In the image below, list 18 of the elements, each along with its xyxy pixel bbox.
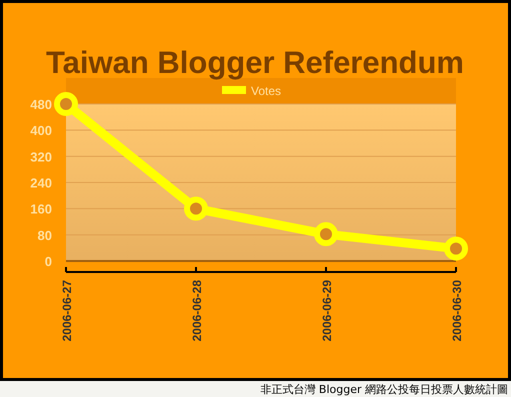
y-tick-label: 240 — [30, 176, 52, 190]
x-tick-label: 2006-06-27 — [60, 280, 74, 342]
x-tick-label: 2006-06-30 — [450, 280, 464, 342]
y-tick-label: 480 — [30, 97, 52, 112]
legend-label: Votes — [251, 84, 282, 98]
y-tick-label: 0 — [44, 254, 52, 269]
point — [444, 236, 468, 261]
text: 非正式台灣 Blogger 網路公投每日投票人數統計圖 — [260, 383, 508, 396]
y-tick-label: 400 — [30, 123, 52, 138]
point — [54, 92, 78, 116]
y-tick-label: 320 — [30, 149, 52, 164]
point — [314, 222, 338, 246]
y-tick-label: 160 — [30, 202, 52, 217]
chart-title: Taiwan Blogger Referendum — [46, 45, 464, 80]
y-tick-label: 80 — [38, 228, 52, 243]
x-tick-label: 2006-06-28 — [190, 280, 204, 342]
point — [184, 196, 208, 221]
x-tick-label: 2006-06-29 — [320, 280, 334, 342]
